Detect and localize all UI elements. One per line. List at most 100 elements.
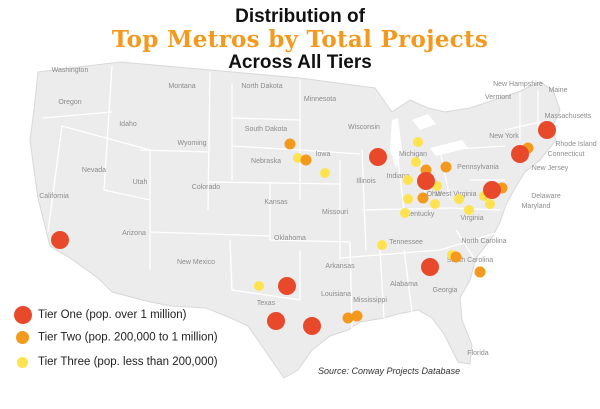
metro-marker-tier-one [51, 231, 69, 249]
metro-marker-tier-three [254, 281, 264, 291]
state-label-new-hampshire: New Hampshire [493, 81, 543, 88]
metro-marker-tier-two [351, 310, 363, 322]
metro-marker-tier-two [417, 192, 429, 204]
lake-shape [430, 140, 468, 156]
state-label-new-york: New York [489, 133, 519, 140]
metro-marker-tier-one [278, 277, 296, 295]
state-label-iowa: Iowa [316, 151, 331, 158]
metro-marker-tier-one [421, 258, 439, 276]
state-labels: Washington Oregon Idaho Montana North Dakota… [39, 67, 597, 357]
state-label-mississippi: Mississippi [353, 297, 387, 304]
metro-marker-tier-three [411, 157, 421, 167]
metro-markers [51, 121, 556, 335]
state-label-minnesota: Minnesota [304, 96, 336, 103]
metro-marker-tier-two [474, 266, 486, 278]
state-label-indiana: Indiana [387, 173, 410, 180]
state-label-north-dakota: North Dakota [241, 83, 282, 90]
metro-marker-tier-one [267, 312, 285, 330]
metro-marker-tier-three [320, 168, 330, 178]
state-label-new-mexico: New Mexico [177, 259, 215, 266]
state-label-kentucky: Kentucky [406, 211, 435, 218]
state-label-ohio: Ohio [427, 191, 442, 198]
metro-marker-tier-three [485, 199, 495, 209]
metro-marker-tier-three [377, 240, 387, 250]
metro-marker-tier-two [450, 251, 462, 263]
metro-marker-tier-one [483, 181, 501, 199]
metro-marker-tier-three [454, 194, 464, 204]
state-label-pennsylvania: Pennsylvania [457, 164, 499, 171]
tier-two-swatch [16, 331, 29, 344]
lake-michigan-shape [390, 118, 402, 168]
state-label-louisiana: Louisiana [321, 291, 351, 298]
state-label-nebraska: Nebraska [251, 158, 281, 165]
tier-one-swatch [14, 306, 32, 324]
metro-marker-tier-one [538, 121, 556, 139]
metro-marker-tier-three [464, 205, 474, 215]
legend-label: Tier Three (pop. less than 200,000) [38, 356, 218, 368]
metro-marker-tier-three [400, 208, 410, 218]
legend-label: Tier One (pop. over 1 million) [38, 309, 187, 321]
legend-label: Tier Two (pop. 200,000 to 1 million) [38, 331, 218, 344]
lake-shape [412, 114, 436, 130]
state-label-kansas: Kansas [264, 199, 288, 206]
state-label-virginia: Virginia [460, 215, 483, 222]
state-label-south-dakota: South Dakota [245, 126, 288, 133]
state-label-alabama: Alabama [390, 281, 418, 288]
metro-marker-tier-one [303, 317, 321, 335]
metro-marker-tier-one [511, 145, 529, 163]
metro-marker-tier-two [440, 161, 452, 173]
state-label-maryland: Maryland [522, 203, 551, 210]
metro-marker-tier-three [293, 153, 303, 163]
legend-item-tier-one: Tier One (pop. over 1 million) [14, 306, 187, 324]
metro-marker-tier-two [300, 154, 312, 166]
state-label-nevada: Nevada [82, 167, 106, 174]
state-label-florida: Florida [467, 350, 489, 357]
us-land-shape [29, 61, 561, 379]
state-label-delaware: Delaware [531, 193, 561, 200]
state-label-california: California [39, 193, 69, 200]
state-label-arizona: Arizona [122, 230, 146, 237]
state-label-illinois: Illinois [356, 178, 376, 185]
state-label-colorado: Colorado [192, 184, 221, 191]
state-label-utah: Utah [133, 179, 148, 186]
metro-marker-tier-three [413, 137, 423, 147]
state-label-oklahoma: Oklahoma [274, 235, 306, 242]
state-label-rhode-island: Rhode Island [555, 141, 596, 148]
metro-marker-tier-one [417, 172, 435, 190]
tier-three-swatch [17, 356, 28, 368]
metro-marker-tier-one [369, 148, 387, 166]
title-line-1: Distribution of [235, 6, 365, 27]
state-label-new-jersey: New Jersey [532, 165, 569, 172]
metro-marker-tier-two [284, 138, 296, 150]
state-label-west-virginia: West Virginia [436, 191, 477, 198]
state-label-georgia: Georgia [433, 287, 458, 294]
title-line-2: Top Metros by Total Projects [111, 26, 489, 53]
state-label-arkansas: Arkansas [325, 263, 355, 270]
state-borders [41, 65, 541, 331]
state-label-washington: Washington [52, 67, 89, 74]
source-note: Source: Conway Projects Database [318, 366, 461, 376]
state-label-north-carolina: North Carolina [461, 238, 506, 245]
state-label-wisconsin: Wisconsin [348, 124, 380, 131]
state-label-wyoming: Wyoming [177, 140, 206, 147]
state-label-michigan: Michigan [399, 151, 427, 158]
state-label-montana: Montana [168, 83, 195, 90]
state-label-missouri: Missouri [322, 209, 349, 216]
metro-marker-tier-three [403, 194, 413, 204]
state-label-vermont: Vermont [485, 94, 511, 101]
state-label-tennessee: Tennessee [389, 239, 423, 246]
state-label-south-carolina: South Carolina [447, 257, 493, 264]
state-label-texas: Texas [257, 300, 276, 307]
state-label-connecticut: Connecticut [548, 151, 585, 158]
metro-marker-tier-three [430, 199, 440, 209]
legend-item-tier-two: Tier Two (pop. 200,000 to 1 million) [14, 331, 218, 344]
legend-item-tier-three: Tier Three (pop. less than 200,000) [14, 356, 218, 368]
title-line-3: Across All Tiers [228, 52, 372, 73]
metro-marker-tier-three [403, 175, 413, 185]
metro-marker-tier-two [342, 312, 354, 324]
state-label-massachusetts: Massachusetts [545, 113, 592, 120]
state-label-oregon: Oregon [58, 99, 81, 106]
state-label-idaho: Idaho [119, 121, 137, 128]
